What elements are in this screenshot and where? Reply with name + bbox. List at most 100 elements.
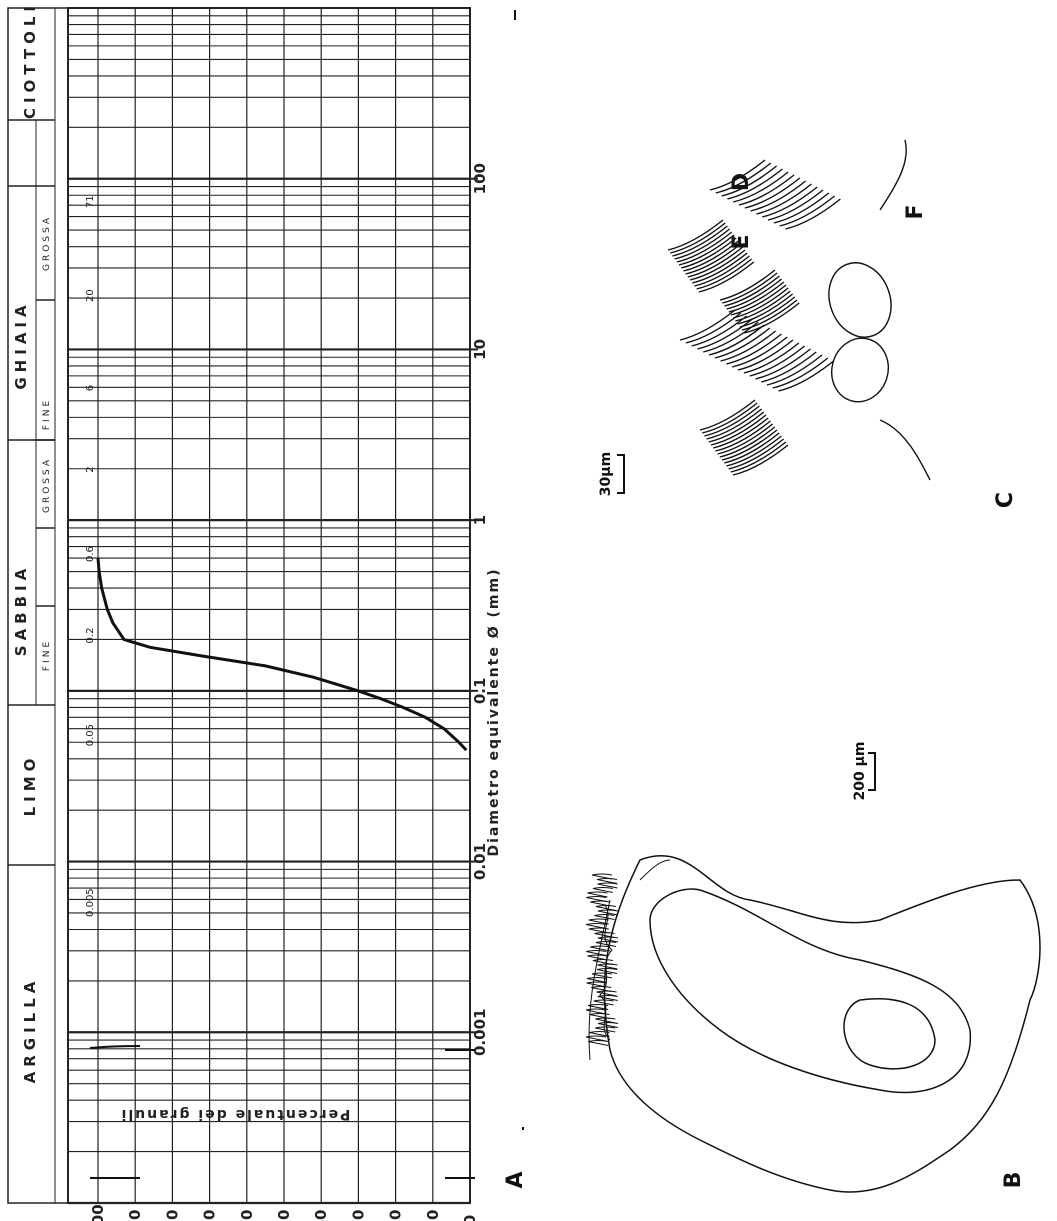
spine xyxy=(785,198,841,230)
fringe-stroke xyxy=(587,954,608,961)
scale-bar-c: 30µm xyxy=(598,452,625,496)
spine xyxy=(724,432,780,464)
spine xyxy=(694,255,750,287)
drawing-b-fringe xyxy=(585,873,619,1046)
y-tick-label: 0 xyxy=(461,1215,479,1221)
spine xyxy=(767,189,824,221)
spine xyxy=(710,414,767,446)
spine xyxy=(762,186,818,218)
spine xyxy=(730,284,787,316)
spine xyxy=(732,444,789,476)
spine xyxy=(726,278,783,310)
spine xyxy=(720,330,777,362)
chart-grid xyxy=(67,7,471,1205)
sac xyxy=(831,337,889,403)
plot-frame xyxy=(67,7,471,1204)
spine xyxy=(715,162,772,194)
y-tick-label: 50 xyxy=(275,1210,293,1221)
subclass-fine-2: FINE xyxy=(42,639,52,671)
spine xyxy=(706,408,763,440)
panel-label-b: B xyxy=(1001,1172,1026,1189)
spine xyxy=(749,345,806,377)
spine xyxy=(728,438,785,470)
spine xyxy=(773,192,830,224)
fringe-stroke xyxy=(594,914,615,920)
x-tick-label: 1 xyxy=(471,515,489,525)
scale-bar-b: 200 µm xyxy=(852,742,876,801)
x-tick-labels: 0.001 0.01 0.1 1 10 100 xyxy=(470,163,489,1056)
spine xyxy=(779,195,836,227)
fringe-stroke xyxy=(597,936,619,943)
spine xyxy=(743,342,800,374)
fringe-stroke xyxy=(585,1008,607,1015)
fringe-stroke xyxy=(586,981,607,988)
spine xyxy=(735,290,791,322)
spine xyxy=(683,240,739,272)
class-ciottoli: CIOTTOLI xyxy=(21,1,39,119)
spine xyxy=(726,435,782,467)
fringe-stroke xyxy=(597,1022,619,1028)
spine xyxy=(699,399,756,431)
boundary-label: 20 xyxy=(85,289,96,302)
x-axis-label: Diametro equivalente Ø (mm) xyxy=(486,568,502,857)
spine xyxy=(679,309,736,341)
x-tick-label: 10 xyxy=(471,339,489,360)
boundary-labels: 0.005 0.05 0.2 0.6 2 6 20 71 xyxy=(85,195,96,917)
spine xyxy=(709,159,766,191)
fringe-stroke xyxy=(596,968,618,974)
spine xyxy=(739,296,796,328)
spine xyxy=(733,171,789,203)
fringe-stroke xyxy=(591,873,613,880)
spine xyxy=(689,249,746,281)
y-tick-label: 90 xyxy=(126,1210,144,1221)
label-f: F xyxy=(903,204,928,219)
fringe-stroke xyxy=(588,918,609,925)
appendage xyxy=(879,139,907,211)
spine xyxy=(667,219,724,251)
class-sabbia: SABBIA xyxy=(12,564,30,656)
y-tick-label: 80 xyxy=(163,1210,181,1221)
spine xyxy=(726,333,782,365)
boundary-label: 0.005 xyxy=(85,888,96,917)
fringe-stroke xyxy=(595,941,617,947)
spine xyxy=(778,360,835,392)
spine xyxy=(697,318,753,350)
axis-brackets xyxy=(89,10,524,1179)
fringe-stroke xyxy=(595,905,617,911)
spine xyxy=(738,174,795,206)
label-d: D xyxy=(729,173,754,191)
fringe-stroke xyxy=(591,986,612,992)
spine xyxy=(733,287,789,319)
fringe-stroke xyxy=(593,999,614,1006)
spine xyxy=(721,429,778,461)
fringe-stroke xyxy=(585,923,607,929)
fringe-stroke xyxy=(587,1004,609,1010)
y-tick-label: 40 xyxy=(312,1210,330,1221)
spine xyxy=(744,177,801,209)
fringe-stroke xyxy=(589,1031,610,1037)
boundary-label: 2 xyxy=(85,466,96,472)
spine xyxy=(732,336,788,368)
y-tick-label: 70 xyxy=(201,1210,219,1221)
spine xyxy=(672,225,728,257)
spine xyxy=(714,327,771,359)
fringe-stroke xyxy=(597,963,618,970)
subclass-fine-1: FINE xyxy=(42,398,52,430)
boundary-label: 71 xyxy=(85,195,96,208)
spine xyxy=(727,168,783,200)
boundary-label: 0.6 xyxy=(85,546,96,562)
fringe-stroke xyxy=(585,1035,607,1042)
appendage xyxy=(879,419,931,481)
x-tick-label: 0.1 xyxy=(471,678,489,705)
x-tick-label: 0.01 xyxy=(471,843,489,880)
fringe-stroke xyxy=(591,972,613,979)
svg-text:200 µm: 200 µm xyxy=(852,742,868,801)
spine xyxy=(755,348,811,380)
panel-label-a: A xyxy=(503,1171,528,1188)
fringe-stroke xyxy=(586,950,607,956)
spine xyxy=(713,417,769,449)
y-tick-label: 60 xyxy=(238,1210,256,1221)
fringe-stroke xyxy=(597,995,618,1001)
fringe-stroke xyxy=(588,1040,609,1046)
spine xyxy=(730,441,787,473)
